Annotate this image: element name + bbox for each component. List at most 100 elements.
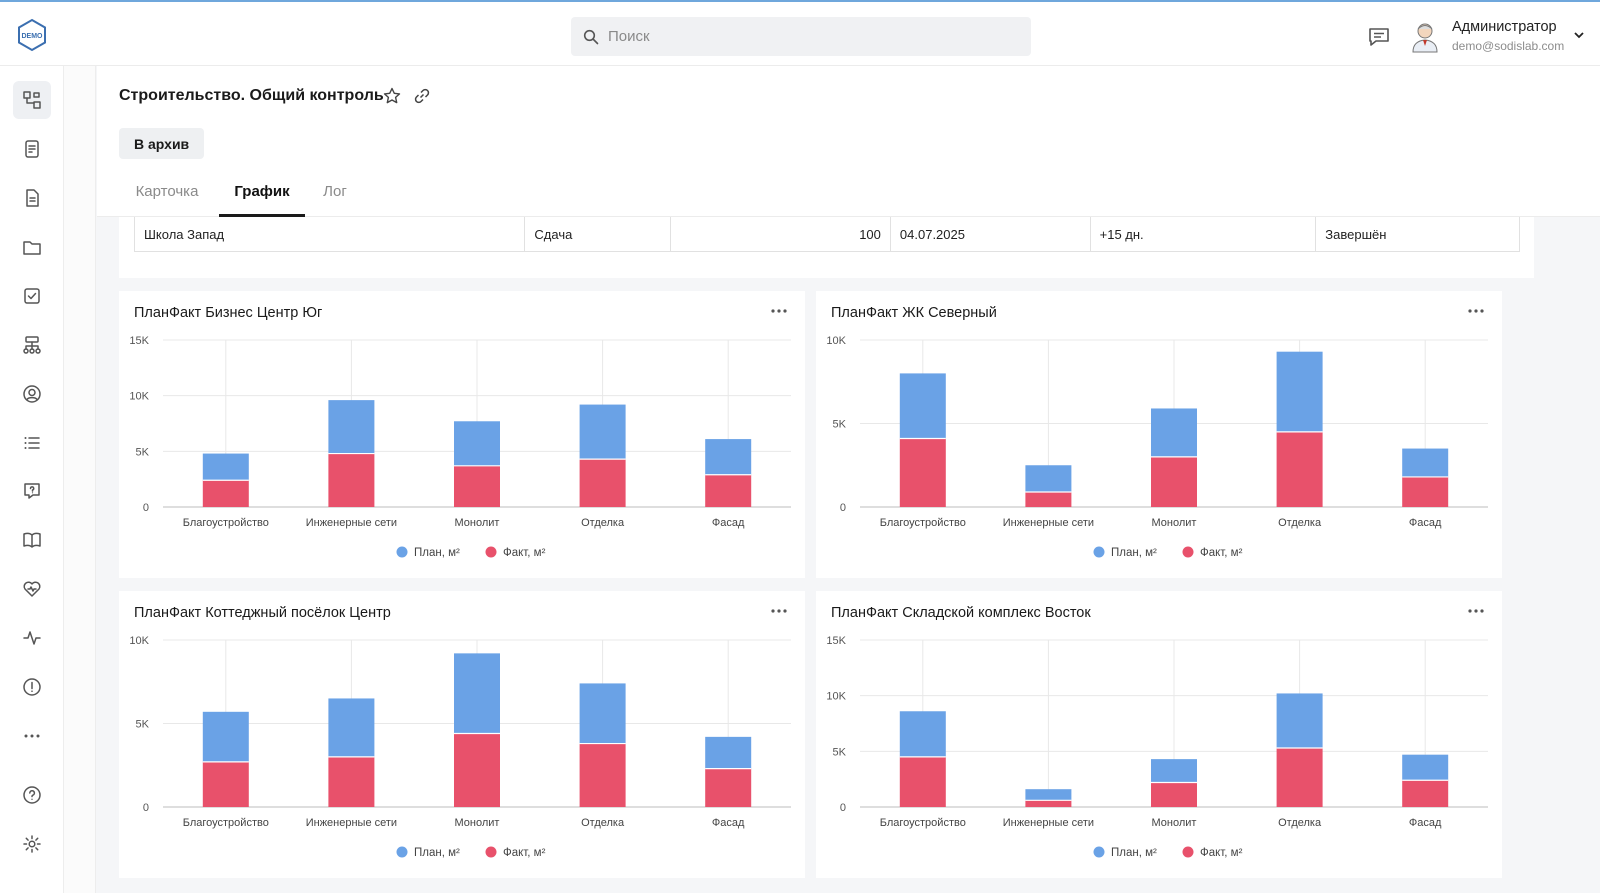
table-cell-stage: Сдача [525, 217, 672, 251]
search-input[interactable] [608, 28, 1008, 45]
sidebar-item-more[interactable] [13, 717, 51, 755]
y-tick-label: 0 [840, 802, 846, 814]
bar-fact[interactable] [579, 743, 626, 807]
bar-plan[interactable] [454, 421, 500, 466]
sidebar-item-gear[interactable] [13, 825, 51, 863]
bar-plan[interactable] [454, 653, 500, 734]
sidebar-item-book[interactable] [13, 521, 51, 559]
legend-label-plan[interactable]: План, м² [1111, 547, 1157, 559]
legend-label-fact[interactable]: Факт, м² [1200, 847, 1243, 859]
logo[interactable]: DEMO [16, 18, 48, 52]
sidebar-item-help[interactable] [13, 776, 51, 814]
legend-label-plan[interactable]: План, м² [414, 847, 460, 859]
bar-plan[interactable] [1402, 448, 1449, 477]
bar-fact[interactable] [579, 459, 626, 507]
bar-fact[interactable] [1025, 800, 1072, 807]
chevron-down-icon[interactable] [1573, 30, 1585, 40]
bar-plan[interactable] [705, 439, 752, 475]
bar-plan[interactable] [1151, 408, 1197, 457]
sidebar-item-check-square[interactable] [13, 277, 51, 315]
x-tick-label: Фасад [1409, 517, 1442, 529]
bar-fact[interactable] [899, 756, 946, 807]
more-icon[interactable] [769, 303, 789, 319]
bar-plan[interactable] [705, 736, 752, 769]
sidebar-item-diagram[interactable] [13, 81, 51, 119]
pulse-icon [23, 631, 41, 645]
more-icon[interactable] [769, 603, 789, 619]
bar-plan[interactable] [328, 698, 375, 757]
legend-marker-fact [1182, 846, 1194, 858]
search-box[interactable] [571, 17, 1031, 56]
table-cell-percent: 100 [671, 217, 891, 251]
sidebar-item-hierarchy[interactable] [13, 326, 51, 364]
x-tick-label: Монолит [1152, 817, 1197, 829]
sidebar-item-heart[interactable] [13, 570, 51, 608]
bar-fact[interactable] [1402, 780, 1449, 807]
y-tick-label: 10K [826, 335, 846, 347]
legend-marker-fact [485, 546, 497, 558]
sidebar-item-report[interactable] [13, 130, 51, 168]
bar-plan[interactable] [579, 683, 626, 744]
bar-plan[interactable] [1151, 759, 1197, 783]
legend-marker-plan [1093, 546, 1105, 558]
star-icon[interactable] [382, 86, 402, 106]
sidebar-item-folder[interactable] [13, 228, 51, 266]
bar-plan[interactable] [1025, 789, 1072, 801]
bar-fact[interactable] [1151, 782, 1197, 807]
sidebar-item-pulse[interactable] [13, 619, 51, 657]
legend-label-fact[interactable]: Факт, м² [503, 847, 546, 859]
sidebar-item-list[interactable] [13, 424, 51, 462]
x-tick-label: Благоустройство [183, 817, 269, 829]
bar-plan[interactable] [1025, 465, 1072, 492]
tab-log[interactable]: Лог [323, 183, 347, 200]
bar-fact[interactable] [705, 768, 752, 807]
bar-fact[interactable] [899, 438, 946, 507]
bar-fact[interactable] [202, 480, 249, 507]
bar-fact[interactable] [1025, 491, 1072, 507]
archive-button[interactable]: В архив [119, 128, 205, 159]
more-icon[interactable] [1466, 603, 1486, 619]
bar-plan[interactable] [202, 453, 249, 481]
sidebar-item-document[interactable] [13, 179, 51, 217]
x-tick-label: Отделка [581, 817, 625, 829]
bar-fact[interactable] [454, 465, 500, 507]
bar-fact[interactable] [1151, 456, 1197, 507]
bar-plan[interactable] [899, 711, 946, 757]
bar-fact[interactable] [328, 453, 375, 507]
bar-fact[interactable] [202, 761, 249, 807]
sidebar-item-alert[interactable] [13, 668, 51, 706]
bar-plan[interactable] [899, 373, 946, 439]
user-email: demo@sodislab.com [1452, 39, 1565, 53]
x-tick-label: Монолит [455, 517, 500, 529]
legend-label-plan[interactable]: План, м² [414, 547, 460, 559]
legend-label-fact[interactable]: Факт, м² [503, 547, 546, 559]
x-tick-label: Благоустройство [183, 517, 269, 529]
bar-fact[interactable] [1276, 431, 1323, 507]
tab-chart[interactable]: График [219, 179, 305, 217]
bar-fact[interactable] [1402, 476, 1449, 507]
more-icon[interactable] [1466, 303, 1486, 319]
bar-fact[interactable] [705, 474, 752, 507]
x-tick-label: Инженерные сети [1003, 517, 1094, 529]
bar-fact[interactable] [328, 756, 375, 807]
tab-card[interactable]: Карточка [135, 183, 199, 200]
sidebar-item-user-circle[interactable] [13, 375, 51, 413]
chat-icon[interactable] [1367, 25, 1391, 49]
page-title: Строительство. Общий контроль [119, 87, 384, 104]
bar-plan[interactable] [202, 711, 249, 762]
bar-plan[interactable] [328, 400, 375, 454]
link-icon[interactable] [412, 86, 432, 106]
user-name[interactable]: Администратор [1452, 19, 1557, 35]
bar-fact[interactable] [454, 733, 500, 807]
sidebar-item-help-message[interactable] [13, 472, 51, 510]
bar-plan[interactable] [579, 404, 626, 460]
bar-plan[interactable] [1276, 351, 1323, 432]
bar-fact[interactable] [1276, 747, 1323, 807]
table-cell-object: Школа Запад [135, 217, 526, 251]
legend-label-plan[interactable]: План, м² [1111, 847, 1157, 859]
bar-plan[interactable] [1276, 693, 1323, 748]
legend-label-fact[interactable]: Факт, м² [1200, 547, 1243, 559]
table-row[interactable]: Школа Запад Сдача 100 04.07.2025 +15 дн.… [134, 217, 1520, 252]
avatar[interactable] [1409, 19, 1441, 53]
bar-plan[interactable] [1402, 754, 1449, 781]
